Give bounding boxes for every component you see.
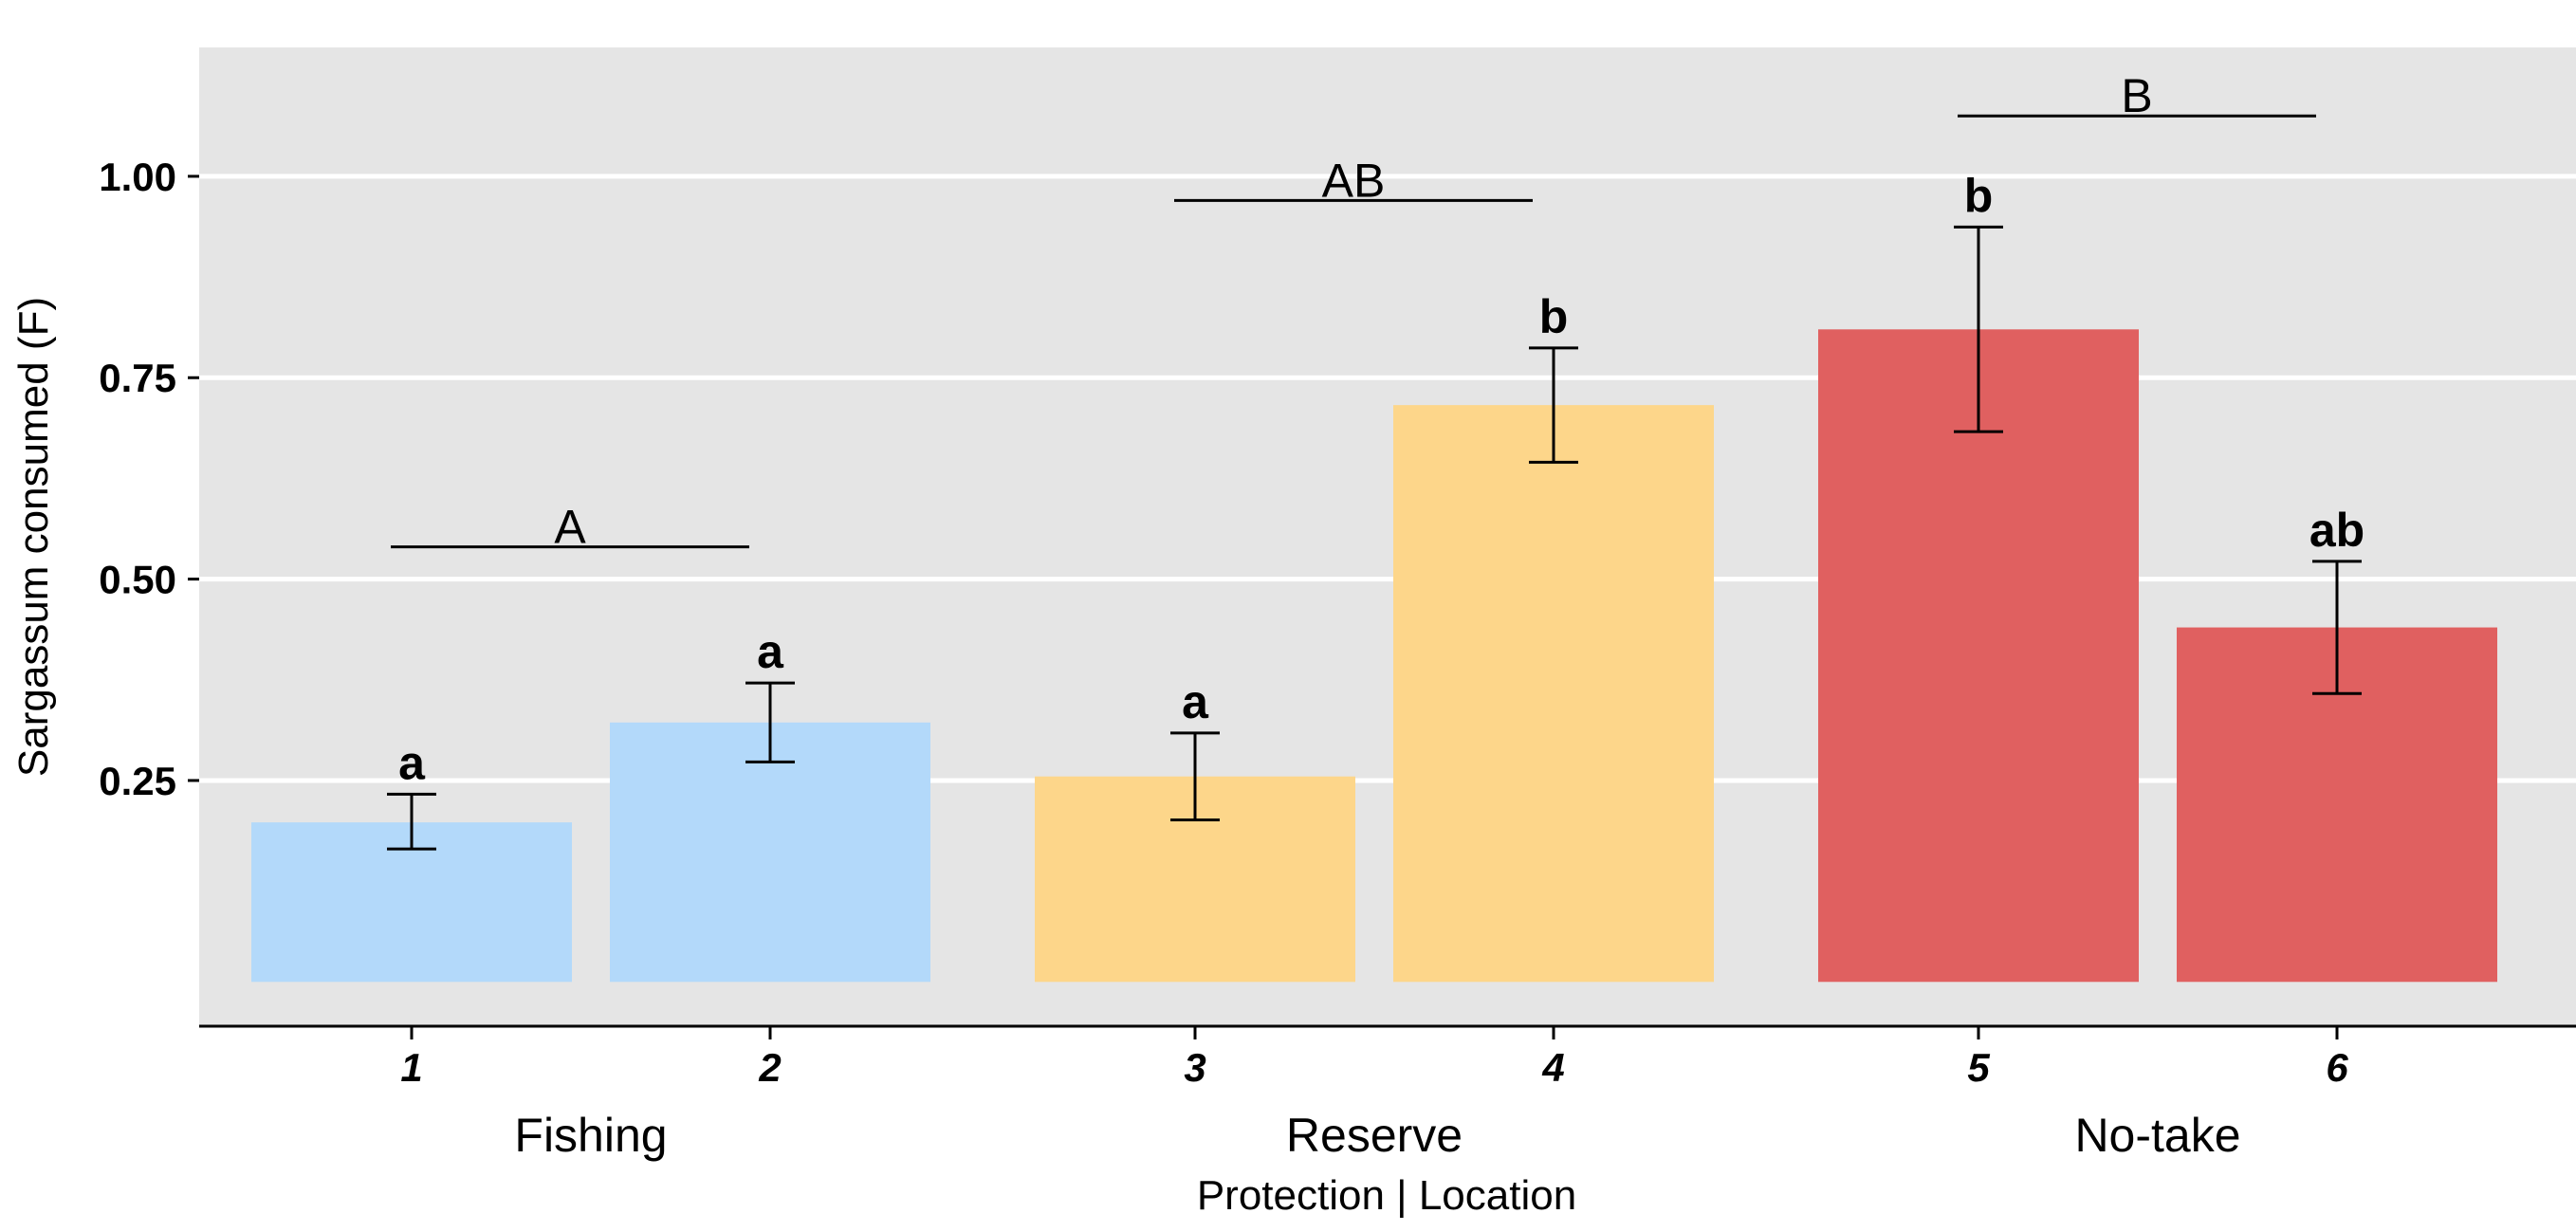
y-tick-label: 0.50 bbox=[99, 558, 176, 602]
x-tick-label: 3 bbox=[1184, 1045, 1205, 1090]
significance-letter: b bbox=[1964, 169, 1994, 222]
bar bbox=[1393, 405, 1714, 983]
x-axis-ticks: 1 2 Fishing 3 4 Reserve 5 6 No-take bbox=[400, 1026, 2348, 1162]
significance-letter: a bbox=[398, 736, 426, 789]
x-tick-label: 2 bbox=[758, 1045, 781, 1090]
bars bbox=[251, 329, 2497, 983]
y-tick-label: 0.75 bbox=[99, 356, 176, 400]
group-bracket-letter: A bbox=[554, 501, 586, 554]
significance-letter: ab bbox=[2309, 504, 2364, 557]
group-bracket-letter: B bbox=[2121, 69, 2152, 122]
x-tick-label: 1 bbox=[400, 1045, 422, 1090]
y-axis-ticks: 0.25 0.50 0.75 1.00 bbox=[99, 155, 199, 803]
x-tick-label: 6 bbox=[2326, 1045, 2348, 1090]
x-tick-label: 4 bbox=[1541, 1045, 1564, 1090]
significance-letter: a bbox=[1182, 675, 1209, 728]
group-label: No-take bbox=[2074, 1109, 2240, 1162]
y-tick-label: 0.25 bbox=[99, 759, 176, 803]
bar bbox=[610, 722, 930, 983]
significance-letter: a bbox=[757, 625, 784, 678]
bar bbox=[1818, 329, 2139, 983]
significance-letter: b bbox=[1539, 290, 1569, 343]
y-axis-title: Sargassum consumed (F) bbox=[10, 297, 57, 777]
group-label: Reserve bbox=[1286, 1109, 1463, 1162]
y-tick-label: 1.00 bbox=[99, 155, 176, 199]
group-bracket-letter: AB bbox=[1322, 154, 1386, 207]
x-tick-label: 5 bbox=[1967, 1045, 1990, 1090]
group-label: Fishing bbox=[514, 1109, 667, 1162]
x-axis-title: Protection | Location bbox=[1197, 1172, 1576, 1219]
